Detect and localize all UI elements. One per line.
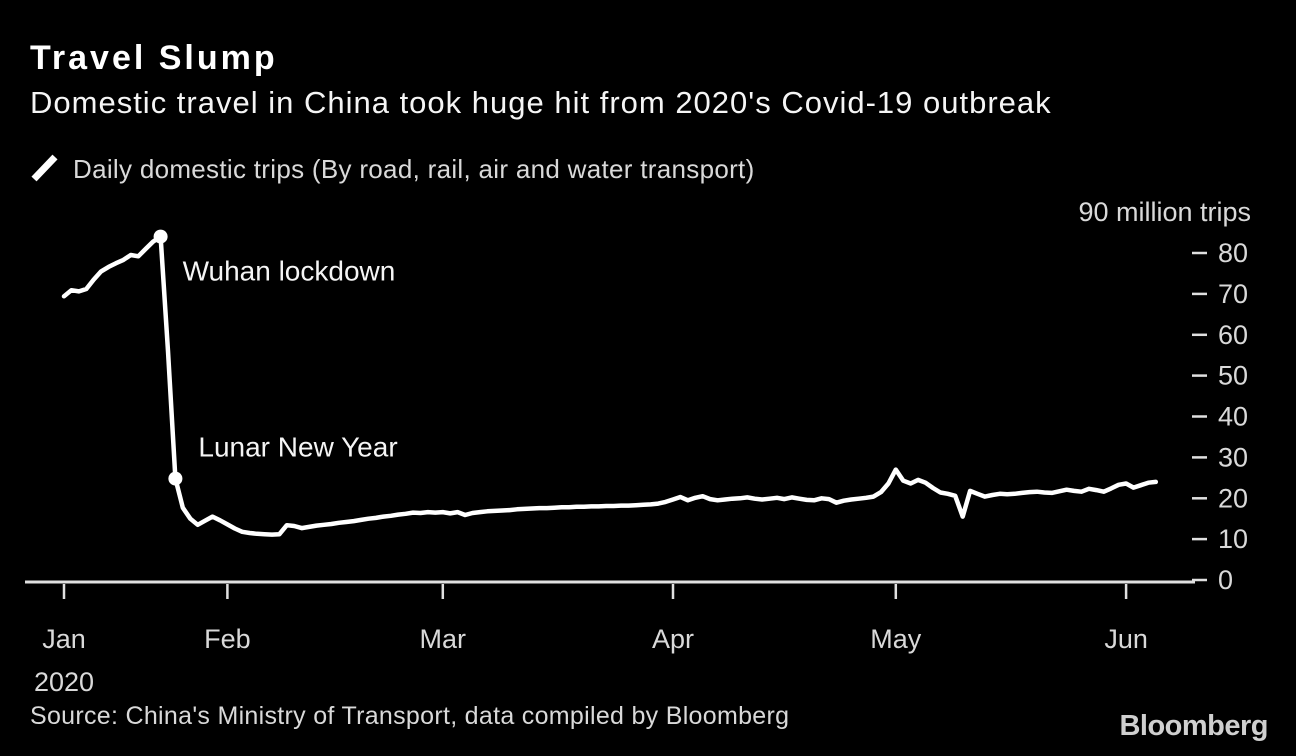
annotation-label: Lunar New Year <box>198 432 397 463</box>
source-text: Source: China's Ministry of Transport, d… <box>30 702 790 730</box>
annotation-dot <box>153 229 168 244</box>
month-label: Apr <box>652 624 694 654</box>
y-tick-label: 70 <box>1218 279 1248 309</box>
x-axis: Jan 2020 Feb Mar Apr May Jun <box>25 580 1195 697</box>
legend-label: Daily domestic trips (By road, rail, air… <box>73 154 755 184</box>
page-subtitle: Domestic travel in China took huge hit f… <box>30 85 1052 120</box>
bloomberg-logo: Bloomberg <box>1119 710 1268 742</box>
year-label: 2020 <box>34 667 94 697</box>
y-tick-label: 60 <box>1218 320 1248 350</box>
month-label: Jan <box>42 624 86 654</box>
legend-line-icon <box>31 154 58 182</box>
y-tick-label: 20 <box>1218 483 1248 513</box>
y-tick-label: 80 <box>1218 238 1248 268</box>
y-tick-label: 0 <box>1218 565 1233 595</box>
y-tick-label: 40 <box>1218 402 1248 432</box>
month-label: Feb <box>204 624 251 654</box>
y-axis-top-label: 90 million trips <box>1078 197 1251 227</box>
legend: Daily domestic trips (By road, rail, air… <box>30 152 755 184</box>
annotation-label: Wuhan lockdown <box>183 256 396 287</box>
month-label: Mar <box>420 624 467 654</box>
y-axis: 0 10 20 30 40 50 60 70 80 <box>1192 238 1248 595</box>
y-tick-label: 10 <box>1218 524 1248 554</box>
month-label: May <box>870 624 922 654</box>
y-tick-label: 50 <box>1218 361 1248 391</box>
annotation-dot <box>168 471 183 486</box>
month-label: Jun <box>1104 624 1148 654</box>
y-tick-label: 30 <box>1218 442 1248 472</box>
page-title: Travel Slump <box>30 39 278 77</box>
annotations: Wuhan lockdown Lunar New Year <box>153 229 398 486</box>
data-series <box>61 234 1159 537</box>
data-line <box>61 234 1159 537</box>
